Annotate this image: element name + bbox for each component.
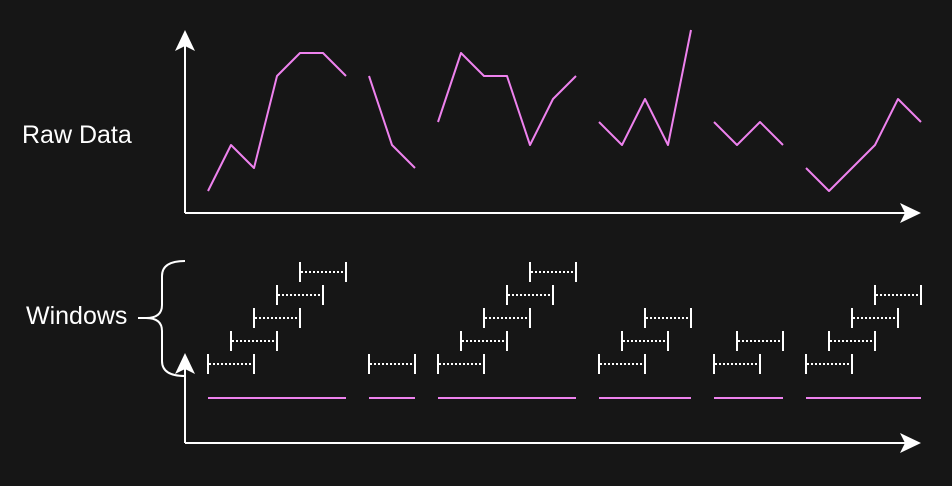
sliding-window bbox=[230, 331, 278, 351]
raw-data-segment bbox=[713, 121, 784, 146]
raw-data-segment bbox=[598, 29, 692, 146]
windows-label: Windows bbox=[26, 302, 127, 330]
raw-data-segment bbox=[368, 75, 416, 169]
window-groups bbox=[207, 262, 922, 374]
raw-data-segment bbox=[207, 52, 347, 192]
raw-data-axes bbox=[184, 40, 910, 214]
sliding-window bbox=[805, 354, 853, 374]
sliding-window bbox=[828, 331, 876, 351]
raw-data-series bbox=[207, 29, 922, 192]
sliding-window bbox=[483, 308, 531, 328]
sliding-window bbox=[207, 354, 255, 374]
sliding-window bbox=[506, 285, 554, 305]
sliding-window bbox=[644, 308, 692, 328]
raw-data-label: Raw Data bbox=[22, 121, 132, 149]
sliding-window bbox=[276, 285, 324, 305]
raw-x-arrowhead-icon bbox=[900, 203, 921, 223]
sliding-window bbox=[851, 308, 899, 328]
windows-axes bbox=[184, 364, 910, 444]
sliding-window bbox=[874, 285, 922, 305]
sliding-window bbox=[460, 331, 508, 351]
sliding-window bbox=[299, 262, 347, 282]
sliding-window bbox=[529, 262, 577, 282]
sliding-window bbox=[368, 354, 416, 374]
sliding-window bbox=[437, 354, 485, 374]
raw-data-segment bbox=[437, 52, 577, 146]
windows-y-arrowhead-icon bbox=[175, 353, 195, 374]
sliding-window bbox=[253, 308, 301, 328]
raw-y-arrowhead-icon bbox=[175, 30, 195, 51]
raw-data-segment bbox=[805, 98, 922, 192]
sliding-window bbox=[713, 354, 761, 374]
windows-x-arrowhead-icon bbox=[900, 433, 921, 453]
sliding-window bbox=[621, 331, 669, 351]
windows-brace-icon bbox=[138, 260, 186, 377]
sliding-window bbox=[598, 354, 646, 374]
sliding-window bbox=[736, 331, 784, 351]
